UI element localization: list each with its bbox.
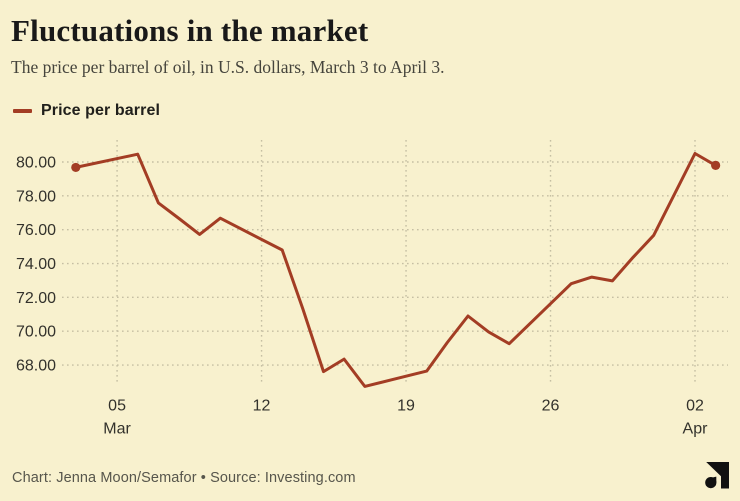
first-data-point-marker	[71, 162, 81, 173]
legend-label: Price per barrel	[41, 102, 160, 119]
x-tick-label: 02	[686, 398, 704, 415]
last-data-point-marker	[711, 160, 721, 170]
y-tick-label: 68.00	[16, 358, 56, 375]
y-tick-label: 74.00	[16, 256, 56, 273]
credit-line: Chart: Jenna Moon/Semafor • Source: Inve…	[12, 470, 356, 486]
chart-title: Fluctuations in the market	[11, 13, 369, 48]
x-month-label: Mar	[103, 421, 131, 438]
x-tick-label: 12	[253, 398, 271, 415]
legend-line-swatch	[13, 109, 32, 113]
y-tick-label: 78.00	[16, 188, 56, 205]
semafor-logo	[705, 462, 729, 489]
legend: Price per barrel	[13, 102, 160, 120]
y-tick-label: 80.00	[16, 155, 56, 172]
x-tick-label: 26	[542, 398, 560, 415]
x-tick-label: 05	[108, 398, 126, 415]
y-tick-label: 72.00	[16, 290, 56, 307]
price-per-barrel-line	[74, 152, 718, 388]
y-tick-label: 70.00	[16, 324, 56, 341]
y-tick-label: 76.00	[16, 222, 56, 239]
x-month-label: Apr	[683, 421, 709, 438]
chart-subtitle: The price per barrel of oil, in U.S. dol…	[11, 57, 445, 77]
x-tick-label: 19	[397, 398, 415, 415]
